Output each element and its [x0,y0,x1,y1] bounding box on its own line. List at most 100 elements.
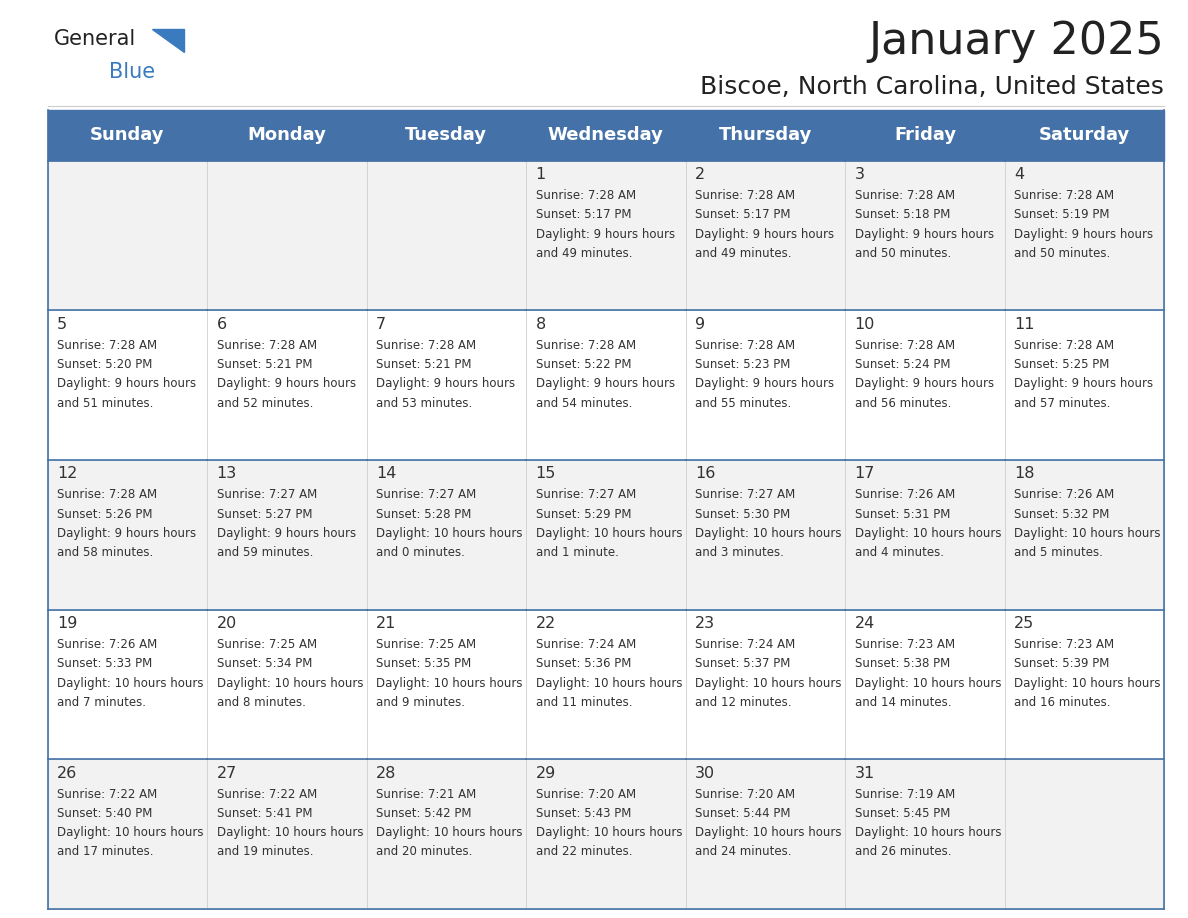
Text: and 52 minutes.: and 52 minutes. [216,397,312,409]
Text: Sunrise: 7:27 AM: Sunrise: 7:27 AM [536,488,636,501]
Text: 14: 14 [377,466,397,481]
Text: Daylight: 10 hours hours: Daylight: 10 hours hours [695,677,841,689]
Text: Sunrise: 7:20 AM: Sunrise: 7:20 AM [536,788,636,800]
Text: and 50 minutes.: and 50 minutes. [854,247,950,260]
FancyBboxPatch shape [526,610,685,759]
Text: and 56 minutes.: and 56 minutes. [854,397,952,409]
Text: and 7 minutes.: and 7 minutes. [57,696,146,709]
Text: Sunset: 5:44 PM: Sunset: 5:44 PM [695,807,791,820]
Text: Sunset: 5:36 PM: Sunset: 5:36 PM [536,657,631,670]
Text: Sunrise: 7:25 AM: Sunrise: 7:25 AM [216,638,317,651]
Text: Sunset: 5:41 PM: Sunset: 5:41 PM [216,807,312,820]
Text: and 26 minutes.: and 26 minutes. [854,845,952,858]
FancyBboxPatch shape [367,161,526,310]
Text: Daylight: 9 hours hours: Daylight: 9 hours hours [695,228,834,241]
Text: Monday: Monday [247,127,327,144]
Text: 22: 22 [536,616,556,631]
Text: Sunset: 5:45 PM: Sunset: 5:45 PM [854,807,950,820]
Text: Daylight: 9 hours hours: Daylight: 9 hours hours [854,228,994,241]
Text: 26: 26 [57,766,77,780]
Text: 30: 30 [695,766,715,780]
Text: 23: 23 [695,616,715,631]
Text: and 55 minutes.: and 55 minutes. [695,397,791,409]
Text: Sunset: 5:22 PM: Sunset: 5:22 PM [536,358,631,371]
Text: and 12 minutes.: and 12 minutes. [695,696,791,709]
Text: Sunset: 5:43 PM: Sunset: 5:43 PM [536,807,631,820]
Text: Daylight: 10 hours hours: Daylight: 10 hours hours [57,826,203,839]
FancyBboxPatch shape [367,110,526,161]
Text: Sunrise: 7:26 AM: Sunrise: 7:26 AM [854,488,955,501]
Text: Sunset: 5:39 PM: Sunset: 5:39 PM [1015,657,1110,670]
FancyBboxPatch shape [48,110,207,161]
FancyBboxPatch shape [685,610,845,759]
FancyBboxPatch shape [48,310,207,460]
Text: and 59 minutes.: and 59 minutes. [216,546,312,559]
FancyBboxPatch shape [845,110,1005,161]
Text: Daylight: 9 hours hours: Daylight: 9 hours hours [536,377,675,390]
Text: Sunrise: 7:26 AM: Sunrise: 7:26 AM [57,638,157,651]
Text: Biscoe, North Carolina, United States: Biscoe, North Carolina, United States [701,75,1164,99]
FancyBboxPatch shape [207,110,367,161]
FancyBboxPatch shape [367,460,526,610]
Text: Sunrise: 7:24 AM: Sunrise: 7:24 AM [536,638,636,651]
Text: 29: 29 [536,766,556,780]
FancyBboxPatch shape [526,310,685,460]
Text: Sunset: 5:20 PM: Sunset: 5:20 PM [57,358,152,371]
Text: and 24 minutes.: and 24 minutes. [695,845,791,858]
Text: Daylight: 10 hours hours: Daylight: 10 hours hours [695,527,841,540]
FancyBboxPatch shape [685,460,845,610]
Text: Daylight: 10 hours hours: Daylight: 10 hours hours [1015,527,1161,540]
Text: Daylight: 10 hours hours: Daylight: 10 hours hours [695,826,841,839]
Text: Sunrise: 7:26 AM: Sunrise: 7:26 AM [1015,488,1114,501]
Text: Daylight: 10 hours hours: Daylight: 10 hours hours [854,527,1001,540]
FancyBboxPatch shape [526,759,685,909]
FancyBboxPatch shape [207,161,367,310]
FancyBboxPatch shape [48,161,207,310]
Text: Sunset: 5:21 PM: Sunset: 5:21 PM [216,358,312,371]
Text: Sunset: 5:38 PM: Sunset: 5:38 PM [854,657,950,670]
Text: Daylight: 9 hours hours: Daylight: 9 hours hours [1015,377,1154,390]
Text: 12: 12 [57,466,77,481]
FancyBboxPatch shape [1005,460,1164,610]
Text: Sunset: 5:37 PM: Sunset: 5:37 PM [695,657,790,670]
Text: and 54 minutes.: and 54 minutes. [536,397,632,409]
Text: 18: 18 [1015,466,1035,481]
Text: 16: 16 [695,466,715,481]
Text: 21: 21 [377,616,397,631]
FancyBboxPatch shape [1005,610,1164,759]
FancyBboxPatch shape [685,110,845,161]
FancyBboxPatch shape [526,110,685,161]
Text: Daylight: 9 hours hours: Daylight: 9 hours hours [57,377,196,390]
Text: and 53 minutes.: and 53 minutes. [377,397,473,409]
Text: Daylight: 10 hours hours: Daylight: 10 hours hours [377,677,523,689]
FancyBboxPatch shape [1005,759,1164,909]
Text: 4: 4 [1015,167,1024,182]
Text: Daylight: 10 hours hours: Daylight: 10 hours hours [536,826,682,839]
Text: Sunrise: 7:21 AM: Sunrise: 7:21 AM [377,788,476,800]
Text: Daylight: 9 hours hours: Daylight: 9 hours hours [695,377,834,390]
Text: 31: 31 [854,766,874,780]
FancyBboxPatch shape [526,460,685,610]
FancyBboxPatch shape [526,161,685,310]
FancyBboxPatch shape [845,610,1005,759]
Text: and 49 minutes.: and 49 minutes. [695,247,791,260]
Text: Sunset: 5:23 PM: Sunset: 5:23 PM [695,358,790,371]
Text: Daylight: 10 hours hours: Daylight: 10 hours hours [536,677,682,689]
Text: Friday: Friday [893,127,956,144]
Text: Sunset: 5:42 PM: Sunset: 5:42 PM [377,807,472,820]
Text: and 8 minutes.: and 8 minutes. [216,696,305,709]
FancyBboxPatch shape [367,610,526,759]
FancyBboxPatch shape [1005,310,1164,460]
Text: Sunrise: 7:28 AM: Sunrise: 7:28 AM [854,189,955,202]
Text: Sunset: 5:28 PM: Sunset: 5:28 PM [377,508,472,521]
Text: Sunset: 5:29 PM: Sunset: 5:29 PM [536,508,631,521]
FancyBboxPatch shape [367,310,526,460]
Text: Sunrise: 7:23 AM: Sunrise: 7:23 AM [1015,638,1114,651]
Text: Sunrise: 7:28 AM: Sunrise: 7:28 AM [1015,189,1114,202]
Text: Sunday: Sunday [90,127,164,144]
Text: 10: 10 [854,317,876,331]
Text: Daylight: 10 hours hours: Daylight: 10 hours hours [854,677,1001,689]
Text: Sunrise: 7:25 AM: Sunrise: 7:25 AM [377,638,476,651]
Text: Sunset: 5:34 PM: Sunset: 5:34 PM [216,657,312,670]
Text: Sunrise: 7:20 AM: Sunrise: 7:20 AM [695,788,795,800]
